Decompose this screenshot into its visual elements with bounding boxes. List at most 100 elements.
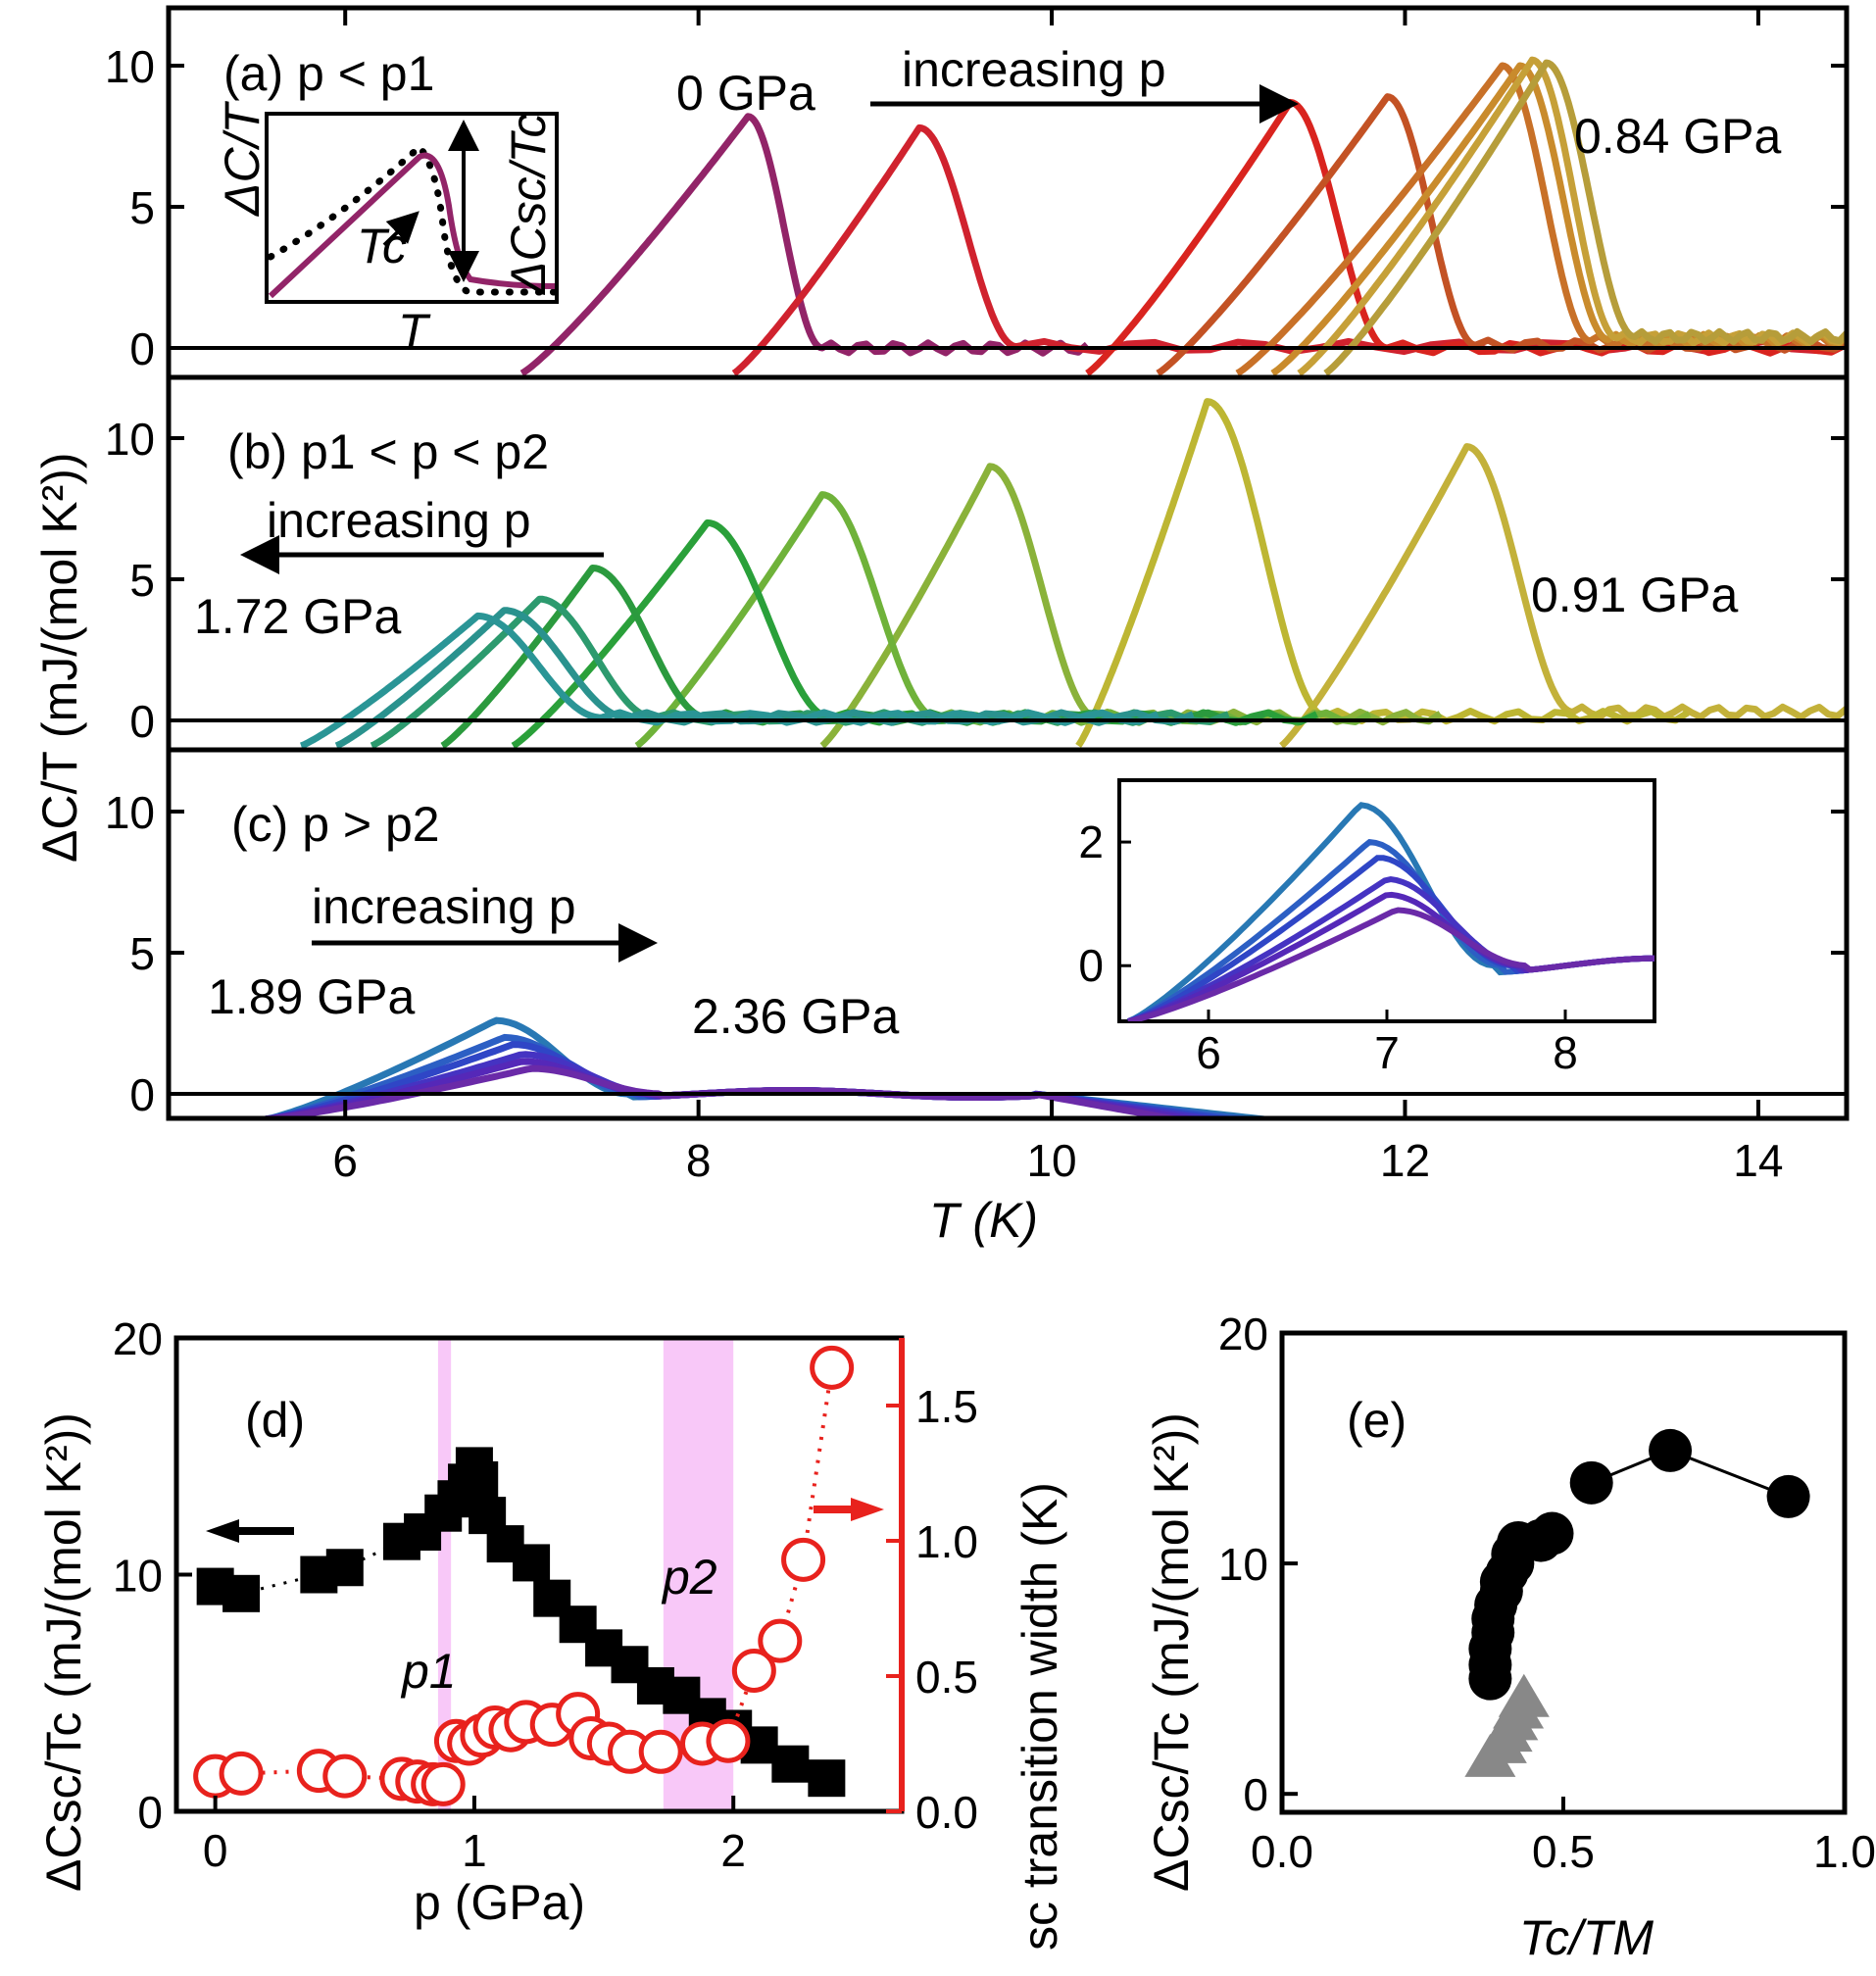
panel-a-ytick-label-0: 0 — [129, 323, 155, 374]
panel-a-title-text: (a) p < p1 — [223, 46, 434, 101]
panel-b: 0 5 10 (b) p1 < p < p2 increasing p 1.72 G… — [105, 398, 1847, 750]
panel-a-series-2 — [1085, 98, 1847, 376]
top-ylabel: ΔC/T (mJ/(mol K²)) — [32, 452, 87, 863]
panel-c-inset: 6 7 8 0 2 — [1078, 778, 1656, 1078]
panel-b-ytick-label-1: 5 — [129, 555, 155, 606]
panel-d-xlabel: p (GPa) — [414, 1875, 585, 1930]
panel-c-inset-ticks: 6 7 8 0 2 — [1078, 816, 1577, 1078]
panel-d-y2label: sc transition width (K) — [1012, 1482, 1067, 1951]
panel-e-series-triangles — [1464, 1673, 1550, 1777]
panel-d-y2tick-label-1: 0.5 — [915, 1652, 978, 1703]
panel-c-label-last: 2.36 GPa — [692, 989, 899, 1044]
panel-d-circle-25 — [810, 1345, 855, 1390]
panel-b-title: (b) p1 < p < p2 — [227, 424, 549, 479]
panel-d-xtick-label-1: 1 — [462, 1825, 487, 1876]
panel-a-inset-dotted — [267, 141, 557, 296]
panel-c-inset-xtick-label-1: 7 — [1374, 1027, 1400, 1078]
panel-a-title: (a) p < p1 — [223, 46, 434, 101]
panel-c-yticks: 0 5 10 — [105, 787, 1847, 1120]
panel-e-series-circles — [1468, 1428, 1810, 1701]
panel-e-ytick-label-1: 10 — [1218, 1539, 1268, 1590]
panel-c: 0 5 10 (c) p > p2 increasing p 1.89 GPa 2.… — [105, 778, 1847, 1120]
panel-d-ytick-label-0: 0 — [137, 1787, 163, 1838]
panel-a: 0 5 10 (a) p < p1 increasing p 0 GPa 0.84 … — [105, 41, 1847, 376]
panel-d-square-24 — [808, 1759, 846, 1798]
panel-c-ytick-label-2: 10 — [105, 787, 155, 838]
panel-d-circle-3 — [322, 1754, 368, 1799]
panel-d-y2tick-label-2: 1.0 — [915, 1516, 978, 1567]
panel-d-circle-7 — [420, 1761, 466, 1806]
panel-d-band-label-p1: p1 — [400, 1644, 457, 1699]
panel-d-circle-23 — [758, 1618, 803, 1663]
panel-b-label-last: 1.72 GPa — [194, 589, 401, 644]
panel-e-ylabel: ΔCsc/Tc (mJ/(mol K²)) — [1144, 1412, 1199, 1892]
panel-e-triangle-5 — [1498, 1673, 1550, 1717]
panel-a-inset-xlabel: T — [398, 304, 431, 359]
panel-e-xlabel: Tc/TM — [1519, 1910, 1654, 1965]
panel-c-inset-series — [1126, 802, 1654, 1021]
panel-d-circle-19 — [638, 1729, 683, 1774]
panel-e-circle-16 — [1766, 1474, 1810, 1518]
panel-a-ytick-label-2: 10 — [105, 41, 155, 92]
panel-e-xtick-label-2: 1.0 — [1813, 1826, 1876, 1877]
panel-a-label-first: 0 GPa — [676, 66, 815, 121]
panel-c-ytick-label-0: 0 — [129, 1069, 155, 1120]
panel-d-ylabel: ΔCsc/Tc (mJ/(mol K²)) — [36, 1412, 91, 1892]
panel-a-annotation: increasing p — [902, 42, 1166, 97]
top-xlabel: T (K) — [929, 1193, 1038, 1248]
top-xlabel-text: T (K) — [929, 1193, 1038, 1248]
panel-e-circle-15 — [1649, 1428, 1693, 1472]
panel-d-square-13 — [513, 1544, 551, 1582]
panel-e-ticks: 0.0 0.5 1.0 0 10 20 — [1218, 1309, 1876, 1877]
panel-d-square-3 — [325, 1549, 364, 1587]
panel-e-xtick-label-0: 0.0 — [1251, 1826, 1313, 1877]
panel-d-xtick-label-0: 0 — [203, 1825, 228, 1876]
panel-b-ytick-label-0: 0 — [129, 696, 155, 747]
panel-c-annotation: increasing p — [312, 879, 576, 934]
panel-d-title: (d) — [245, 1393, 305, 1448]
panel-d-series-circles — [193, 1345, 855, 1806]
panel-d-ytick-label-1: 10 — [113, 1551, 163, 1602]
panel-a-series — [519, 56, 1847, 376]
top-xtick-label-2: 10 — [1026, 1135, 1076, 1186]
panel-d-band-label-p2: p2 — [661, 1550, 717, 1605]
panel-d-right-arrow — [814, 1498, 884, 1521]
top-xtick-label-3: 12 — [1380, 1135, 1430, 1186]
panel-d-xtick-label-2: 2 — [720, 1825, 746, 1876]
panel-a-yticks: 0 5 10 — [105, 41, 1847, 374]
panel-c-inset-series-5 — [1127, 907, 1654, 1021]
panel-c-inset-xtick-label-0: 6 — [1196, 1027, 1221, 1078]
panel-d-square-1 — [222, 1574, 261, 1612]
panel-b-annotation: increasing p — [267, 493, 531, 548]
panel-a-series-7 — [1323, 59, 1847, 376]
panel-a-ytick-label-1: 5 — [129, 182, 155, 233]
panel-e-circle-14 — [1569, 1460, 1613, 1505]
panel-a-series-4 — [1235, 62, 1847, 376]
panel-a-inset-tc: Tc — [357, 219, 407, 273]
panel-c-series-2 — [265, 1041, 1229, 1118]
panel-c-title: (c) p > p2 — [231, 797, 440, 852]
panel-d-circle-1 — [219, 1751, 264, 1796]
panel-a-inset-jump: ΔCsc/Tc — [501, 114, 556, 296]
panel-c-inset-ytick-label-0: 0 — [1078, 940, 1104, 991]
panel-a-label-last: 0.84 GPa — [1574, 109, 1781, 164]
top-xticks: 6 8 10 12 14 — [332, 8, 1783, 1186]
panel-d-circle-24 — [781, 1537, 826, 1582]
top-xtick-label-0: 6 — [332, 1135, 358, 1186]
panel-e-ytick-label-0: 0 — [1243, 1769, 1268, 1820]
panel-a-inset: ΔC/T T Tc ΔCsc/Tc — [215, 100, 559, 359]
top-panels-frame — [166, 5, 1850, 1121]
panel-d-circle-22 — [731, 1648, 776, 1693]
panel-c-inset-xtick-label-2: 8 — [1553, 1027, 1578, 1078]
panel-d-left-arrow — [206, 1519, 294, 1543]
panel-d-y2tick-label-3: 1.5 — [915, 1381, 978, 1432]
top-xtick-label-1: 8 — [686, 1135, 712, 1186]
panel-d-band-0 — [437, 1338, 452, 1811]
panel-a-inset-frame — [265, 112, 559, 304]
panel-b-label-first: 0.91 GPa — [1531, 568, 1738, 622]
panel-d-ytick-label-2: 20 — [113, 1313, 163, 1364]
panel-a-inset-ylabel: ΔC/T — [215, 100, 270, 217]
